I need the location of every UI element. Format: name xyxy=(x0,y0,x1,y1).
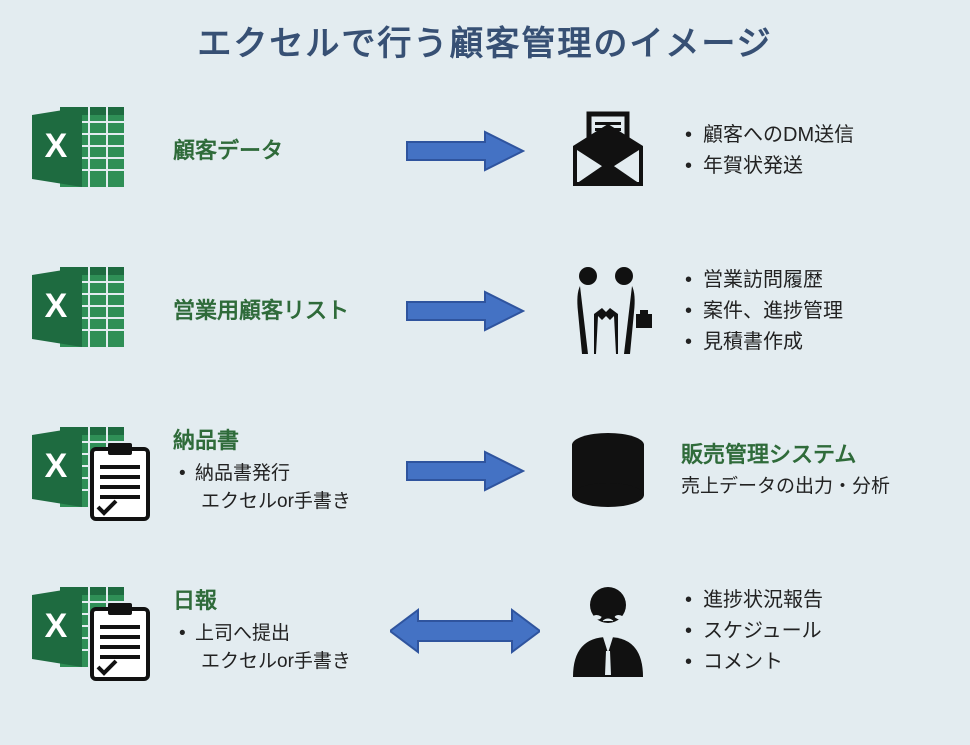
row-1-right-list: 営業訪問履歴案件、進捗管理見積書作成 xyxy=(681,265,946,358)
row-2-right-heading: 販売管理システム xyxy=(681,441,946,473)
row-0-left-text: 顧客データ xyxy=(167,137,377,165)
manager-icon xyxy=(563,581,653,681)
rows-container: X 顧客データ 顧客へのDM送信年賀状発送 X xyxy=(0,71,970,711)
row-0-mid-icon xyxy=(553,106,663,196)
row-2-heading: 納品書 xyxy=(173,427,377,455)
envelope-icon xyxy=(563,106,653,196)
row-1-heading: 営業用顧客リスト xyxy=(173,297,377,325)
row-3-mid-icon xyxy=(553,581,663,681)
row-3-left-text: 日報 上司へ提出 エクセルor手書き xyxy=(167,587,377,676)
row-3-heading: 日報 xyxy=(173,587,377,615)
right-arrow-icon xyxy=(405,288,525,334)
row-2-right: 販売管理システム 売上データの出力・分析 xyxy=(671,441,946,500)
row-0-right: 顧客へのDM送信年賀状発送 xyxy=(671,120,946,182)
list-item: 年賀状発送 xyxy=(681,151,946,182)
list-item: 進捗状況報告 xyxy=(681,585,946,616)
row-3-arrow xyxy=(385,604,545,658)
row-0-left-icon: X xyxy=(24,101,159,201)
excel-icon: X xyxy=(28,581,156,681)
row-1-right: 営業訪問履歴案件、進捗管理見積書作成 xyxy=(671,265,946,358)
row-2: X 納品書 納品書発行 エクセルor手書き 販売管理システム 売上データの出力・… xyxy=(24,391,946,551)
row-2-right-body: 売上データの出力・分析 xyxy=(681,473,946,501)
list-item: 納品書発行 xyxy=(173,460,377,488)
list-item: スケジュール xyxy=(681,616,946,647)
excel-icon: X xyxy=(28,261,156,361)
database-icon xyxy=(563,431,653,511)
row-0-right-list: 顧客へのDM送信年賀状発送 xyxy=(681,120,946,182)
list-item: 見積書作成 xyxy=(681,327,946,358)
row-3-right: 進捗状況報告スケジュールコメント xyxy=(671,585,946,678)
svg-text:X: X xyxy=(44,287,67,325)
row-3: X 日報 上司へ提出 エクセルor手書き 進捗状況報告スケジュールコメント xyxy=(24,551,946,711)
row-3-sub-list: 上司へ提出 xyxy=(173,614,377,648)
row-0: X 顧客データ 顧客へのDM送信年賀状発送 xyxy=(24,71,946,231)
right-arrow-icon xyxy=(405,128,525,174)
row-1-mid-icon xyxy=(553,264,663,359)
row-3-sub-note: エクセルor手書き xyxy=(173,648,377,676)
row-1-arrow xyxy=(385,288,545,334)
row-3-left-icon: X xyxy=(24,581,159,681)
handshake-icon xyxy=(558,264,658,359)
row-1: X 営業用顧客リスト 営業訪問履歴案件、進捗管理見積書作成 xyxy=(24,231,946,391)
svg-text:X: X xyxy=(44,447,67,485)
list-item: 上司へ提出 xyxy=(173,620,377,648)
list-item: コメント xyxy=(681,647,946,678)
row-2-sub-note: エクセルor手書き xyxy=(173,488,377,516)
row-0-heading: 顧客データ xyxy=(173,137,377,165)
row-2-left-icon: X xyxy=(24,421,159,521)
list-item: 案件、進捗管理 xyxy=(681,296,946,327)
row-2-sub-list: 納品書発行 xyxy=(173,454,377,488)
row-2-arrow xyxy=(385,448,545,494)
row-2-left-text: 納品書 納品書発行 エクセルor手書き xyxy=(167,427,377,516)
row-0-arrow xyxy=(385,128,545,174)
double-arrow-icon xyxy=(390,604,540,658)
row-1-left-text: 営業用顧客リスト xyxy=(167,297,377,325)
list-item: 営業訪問履歴 xyxy=(681,265,946,296)
row-1-left-icon: X xyxy=(24,261,159,361)
svg-text:X: X xyxy=(44,127,67,165)
svg-text:X: X xyxy=(44,607,67,645)
row-2-mid-icon xyxy=(553,431,663,511)
excel-icon: X xyxy=(28,421,156,521)
row-3-right-list: 進捗状況報告スケジュールコメント xyxy=(681,585,946,678)
excel-icon: X xyxy=(28,101,156,201)
list-item: 顧客へのDM送信 xyxy=(681,120,946,151)
page-title: エクセルで行う顧客管理のイメージ xyxy=(0,0,970,71)
right-arrow-icon xyxy=(405,448,525,494)
